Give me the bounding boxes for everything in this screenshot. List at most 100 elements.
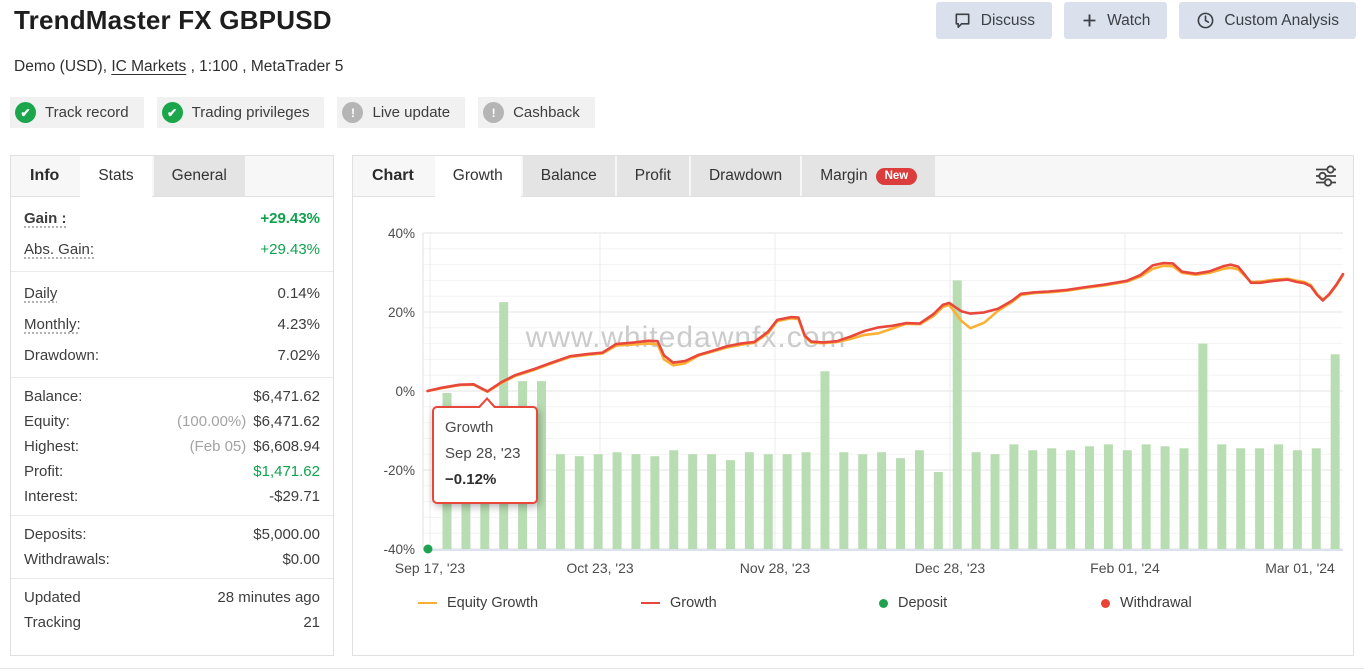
deposits-label: Deposits: bbox=[24, 526, 87, 543]
stat-row-gain: Gain : +29.43% bbox=[11, 203, 333, 234]
tab-growth[interactable]: Growth bbox=[434, 156, 521, 196]
abs-gain-value: +29.43% bbox=[260, 241, 320, 258]
svg-text:0%: 0% bbox=[395, 384, 415, 399]
discuss-button[interactable]: Discuss bbox=[935, 2, 1053, 39]
daily-value: 0.14% bbox=[277, 285, 320, 302]
rates-section: Daily 0.14% Monthly: 4.23% Drawdown: 7.0… bbox=[11, 272, 333, 378]
drawdown-label: Drawdown: bbox=[24, 347, 100, 364]
chart-panel: Chart Growth Balance Profit Drawdown Mar… bbox=[352, 155, 1354, 656]
daily-label[interactable]: Daily bbox=[24, 285, 58, 302]
chart-settings-icon[interactable] bbox=[1313, 165, 1353, 187]
page-title: TrendMaster FX GBPUSD bbox=[14, 5, 332, 35]
chart-label: Chart bbox=[372, 167, 414, 184]
tab-profit[interactable]: Profit bbox=[616, 156, 689, 196]
chart-legend: Equity Growth Growth Deposit Withdrawal bbox=[353, 595, 1353, 627]
svg-text:www.whitedawnfx.com: www.whitedawnfx.com bbox=[525, 321, 847, 354]
plus-icon bbox=[1081, 12, 1098, 29]
svg-text:Dec 28, '23: Dec 28, '23 bbox=[915, 560, 986, 576]
stat-row-tracking: Tracking 21 bbox=[11, 610, 333, 635]
gain-label[interactable]: Gain : bbox=[24, 210, 67, 227]
tab-stats[interactable]: Stats bbox=[80, 156, 152, 196]
svg-text:Mar 01, '24: Mar 01, '24 bbox=[1265, 560, 1335, 576]
stat-row-drawdown: Drawdown: 7.02% bbox=[11, 340, 333, 371]
updated-label: Updated bbox=[24, 589, 81, 606]
tab-margin[interactable]: Margin New bbox=[802, 156, 936, 196]
gain-value: +29.43% bbox=[260, 210, 320, 227]
badge-live-update: ! Live update bbox=[337, 97, 466, 128]
interest-label: Interest: bbox=[24, 488, 79, 505]
legend-label: Withdrawal bbox=[1120, 595, 1192, 611]
chat-icon bbox=[953, 11, 972, 30]
badge-label: Track record bbox=[45, 104, 129, 121]
svg-text:-20%: -20% bbox=[383, 463, 415, 478]
watch-label: Watch bbox=[1107, 11, 1151, 29]
legend-label: Growth bbox=[670, 595, 717, 611]
withdrawals-value: $0.00 bbox=[282, 551, 320, 568]
stat-row-deposits: Deposits: $5,000.00 bbox=[11, 522, 333, 547]
monthly-value: 4.23% bbox=[277, 316, 320, 333]
check-icon: ✔ bbox=[161, 102, 183, 123]
deposits-value: $5,000.00 bbox=[253, 526, 320, 543]
highest-date: (Feb 05) bbox=[189, 438, 247, 455]
custom-analysis-label: Custom Analysis bbox=[1224, 11, 1339, 29]
balance-label: Balance: bbox=[24, 388, 83, 405]
stat-row-monthly: Monthly: 4.23% bbox=[11, 309, 333, 340]
tab-drawdown[interactable]: Drawdown bbox=[690, 156, 801, 196]
badge-label: Live update bbox=[372, 104, 451, 121]
verification-badges: ✔ Track record ✔ Trading privileges ! Li… bbox=[10, 97, 595, 128]
account-subtitle: Demo (USD), IC Markets , 1:100 , MetaTra… bbox=[14, 58, 343, 76]
tab-general[interactable]: General bbox=[153, 156, 245, 196]
legend-withdrawal[interactable]: Withdrawal bbox=[1101, 595, 1192, 611]
balance-section: Balance: $6,471.62 Equity: (100.00%) $6,… bbox=[11, 378, 333, 516]
legend-label: Deposit bbox=[898, 595, 948, 611]
tooltip-date: Sep 28, '23 bbox=[445, 445, 521, 462]
highest-value: $6,608.94 bbox=[253, 438, 320, 455]
chart-tooltip: Growth Sep 28, '23 −0.12% bbox=[432, 397, 538, 504]
stat-row-daily: Daily 0.14% bbox=[11, 278, 333, 309]
tab-balance[interactable]: Balance bbox=[522, 156, 615, 196]
balance-value: $6,471.62 bbox=[253, 388, 320, 405]
chart-panel-tabs: Chart Growth Balance Profit Drawdown Mar… bbox=[353, 156, 1353, 197]
stat-row-highest: Highest: (Feb 05) $6,608.94 bbox=[11, 434, 333, 459]
legend-equity-growth[interactable]: Equity Growth bbox=[418, 595, 538, 611]
legend-label: Equity Growth bbox=[447, 595, 539, 611]
legend-deposit[interactable]: Deposit bbox=[879, 595, 947, 611]
stat-row-updated: Updated 28 minutes ago bbox=[11, 585, 333, 610]
check-icon: ✔ bbox=[15, 102, 36, 123]
discuss-label: Discuss bbox=[980, 11, 1036, 29]
svg-text:Sep 17, '23: Sep 17, '23 bbox=[395, 560, 466, 576]
new-badge: New bbox=[875, 167, 918, 185]
clock-icon bbox=[1196, 11, 1215, 30]
legend-growth[interactable]: Growth bbox=[641, 595, 717, 611]
watch-button[interactable]: Watch bbox=[1064, 2, 1168, 39]
badge-track-record: ✔ Track record bbox=[10, 97, 144, 128]
updated-value: 28 minutes ago bbox=[217, 589, 320, 606]
badge-label: Cashback bbox=[513, 104, 580, 121]
badge-label: Trading privileges bbox=[191, 104, 310, 121]
withdrawals-label: Withdrawals: bbox=[24, 551, 110, 568]
badge-trading-privileges: ✔ Trading privileges bbox=[156, 97, 325, 128]
svg-text:Oct 23, '23: Oct 23, '23 bbox=[566, 560, 633, 576]
stat-row-balance: Balance: $6,471.62 bbox=[11, 384, 333, 409]
stat-row-equity: Equity: (100.00%) $6,471.62 bbox=[11, 409, 333, 434]
custom-analysis-button[interactable]: Custom Analysis bbox=[1179, 2, 1356, 39]
growth-swatch bbox=[641, 601, 660, 605]
broker-link[interactable]: IC Markets bbox=[111, 58, 187, 75]
profit-value: $1,471.62 bbox=[253, 463, 320, 480]
monthly-label[interactable]: Monthly: bbox=[24, 316, 81, 333]
svg-text:-40%: -40% bbox=[383, 542, 415, 557]
tooltip-value: −0.12% bbox=[445, 471, 497, 488]
info-label: Info bbox=[30, 167, 60, 184]
header-actions: Discuss Watch Custom Analysis bbox=[935, 2, 1356, 39]
page-bottom-divider bbox=[0, 668, 1364, 669]
abs-gain-label[interactable]: Abs. Gain: bbox=[24, 241, 95, 258]
growth-chart-svg[interactable]: www.whitedawnfx.com 40% 20% 0% -20% -40% Sep 1… bbox=[353, 197, 1353, 589]
deposit-dot-icon bbox=[879, 598, 888, 608]
tooltip-series: Growth bbox=[445, 419, 494, 436]
growth-chart[interactable]: www.whitedawnfx.com 40% 20% 0% -20% -40% Sep 1… bbox=[353, 197, 1353, 655]
deposits-section: Deposits: $5,000.00 Withdrawals: $0.00 bbox=[11, 516, 333, 579]
badge-cashback: ! Cashback bbox=[478, 97, 595, 128]
tab-margin-label: Margin bbox=[820, 167, 868, 184]
subtitle-prefix: Demo (USD), bbox=[14, 58, 112, 75]
stat-row-abs-gain: Abs. Gain: +29.43% bbox=[11, 234, 333, 265]
